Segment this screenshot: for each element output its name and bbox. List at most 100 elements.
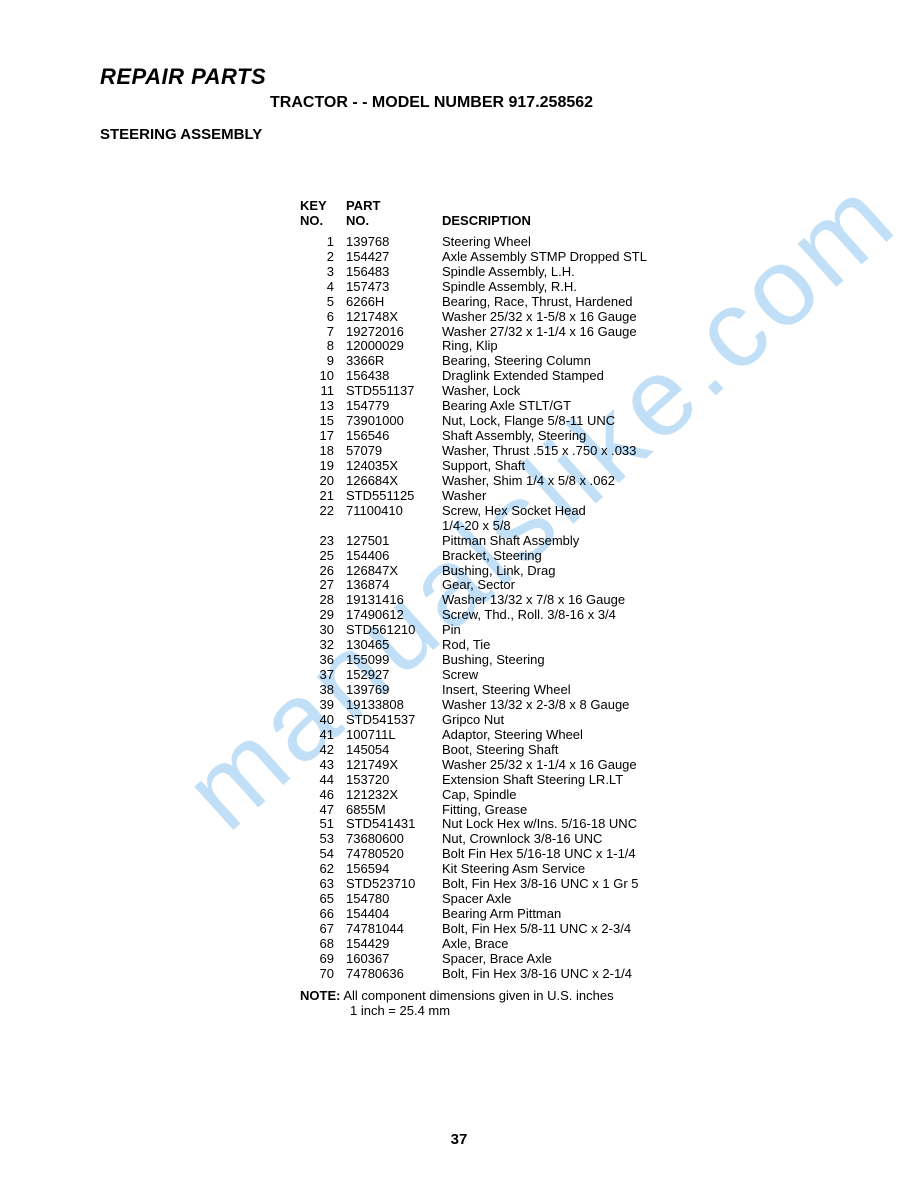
cell-part: STD561210	[346, 623, 442, 638]
cell-part: 152927	[346, 668, 442, 683]
cell-key: 9	[300, 354, 346, 369]
table-row: 37152927Screw	[300, 668, 780, 683]
cell-key: 67	[300, 922, 346, 937]
cell-desc: Bracket, Steering	[442, 549, 780, 564]
cell-desc: 1/4-20 x 5/8	[442, 519, 780, 534]
cell-key: 41	[300, 728, 346, 743]
table-row: 69160367Spacer, Brace Axle	[300, 952, 780, 967]
table-row: 62156594Kit Steering Asm Service	[300, 862, 780, 877]
table-row: 93366RBearing, Steering Column	[300, 354, 780, 369]
table-row: 44153720Extension Shaft Steering LR.LT	[300, 773, 780, 788]
cell-part: 6266H	[346, 295, 442, 310]
cell-key: 20	[300, 474, 346, 489]
table-row: 68154429Axle, Brace	[300, 937, 780, 952]
header-part-line2: NO.	[346, 213, 369, 228]
cell-key: 15	[300, 414, 346, 429]
header-desc-text: DESCRIPTION	[442, 214, 531, 229]
cell-desc: Adaptor, Steering Wheel	[442, 728, 780, 743]
table-body: 1139768Steering Wheel2154427Axle Assembl…	[300, 235, 780, 982]
cell-key: 5	[300, 295, 346, 310]
cell-key: 38	[300, 683, 346, 698]
cell-desc: Nut, Crownlock 3/8-16 UNC	[442, 832, 780, 847]
cell-key: 28	[300, 593, 346, 608]
cell-desc: Bushing, Link, Drag	[442, 564, 780, 579]
cell-part: 160367	[346, 952, 442, 967]
cell-key	[300, 519, 346, 534]
table-row: 66154404Bearing Arm Pittman	[300, 907, 780, 922]
table-row: 63STD523710Bolt, Fin Hex 3/8-16 UNC x 1 …	[300, 877, 780, 892]
cell-part: 157473	[346, 280, 442, 295]
table-row: 56266HBearing, Race, Thrust, Hardened	[300, 295, 780, 310]
cell-desc: Bolt, Fin Hex 3/8-16 UNC x 2-1/4	[442, 967, 780, 982]
cell-desc: Washer, Thrust .515 x .750 x .033	[442, 444, 780, 459]
cell-desc: Gear, Sector	[442, 578, 780, 593]
cell-key: 1	[300, 235, 346, 250]
cell-key: 3	[300, 265, 346, 280]
cell-part: 73901000	[346, 414, 442, 429]
table-row: 3156483Spindle Assembly, L.H.	[300, 265, 780, 280]
cell-desc: Extension Shaft Steering LR.LT	[442, 773, 780, 788]
cell-desc: Screw, Hex Socket Head	[442, 504, 780, 519]
cell-desc: Axle, Brace	[442, 937, 780, 952]
cell-key: 4	[300, 280, 346, 295]
cell-desc: Bolt Fin Hex 5/16-18 UNC x 1-1/4	[442, 847, 780, 862]
cell-desc: Washer, Lock	[442, 384, 780, 399]
cell-desc: Washer, Shim 1/4 x 5/8 x .062	[442, 474, 780, 489]
cell-key: 63	[300, 877, 346, 892]
cell-part: 126847X	[346, 564, 442, 579]
cell-part: 74780520	[346, 847, 442, 862]
table-row: 19124035XSupport, Shaft	[300, 459, 780, 474]
cell-desc: Bolt, Fin Hex 5/8-11 UNC x 2-3/4	[442, 922, 780, 937]
cell-desc: Washer 13/32 x 7/8 x 16 Gauge	[442, 593, 780, 608]
model-number: TRACTOR - - MODEL NUMBER 917.258562	[100, 94, 818, 112]
cell-part: 6855M	[346, 803, 442, 818]
cell-key: 10	[300, 369, 346, 384]
cell-part: 19133808	[346, 698, 442, 713]
cell-key: 47	[300, 803, 346, 818]
page-title: REPAIR PARTS	[100, 64, 818, 90]
table-row: 27136874Gear, Sector	[300, 578, 780, 593]
header-part: PART NO.	[346, 199, 442, 229]
cell-key: 42	[300, 743, 346, 758]
cell-key: 46	[300, 788, 346, 803]
cell-key: 19	[300, 459, 346, 474]
table-row: 30STD561210Pin	[300, 623, 780, 638]
cell-part: 156483	[346, 265, 442, 280]
table-row: 65154780Spacer Axle	[300, 892, 780, 907]
cell-desc: Gripco Nut	[442, 713, 780, 728]
cell-desc: Washer	[442, 489, 780, 504]
table-header: KEY NO. PART NO. DESCRIPTION	[300, 199, 780, 229]
cell-desc: Washer 13/32 x 2-3/8 x 8 Gauge	[442, 698, 780, 713]
cell-key: 51	[300, 817, 346, 832]
cell-key: 68	[300, 937, 346, 952]
table-row: 38139769Insert, Steering Wheel	[300, 683, 780, 698]
cell-key: 6	[300, 310, 346, 325]
note-line2: 1 inch = 25.4 mm	[300, 1003, 450, 1018]
table-row: 812000029Ring, Klip	[300, 339, 780, 354]
table-row: 21STD551125Washer	[300, 489, 780, 504]
note: NOTE: All component dimensions given in …	[300, 988, 780, 1019]
cell-desc: Washer 25/32 x 1-5/8 x 16 Gauge	[442, 310, 780, 325]
cell-part: STD541431	[346, 817, 442, 832]
table-row: 11STD551137Washer, Lock	[300, 384, 780, 399]
table-row: 41100711LAdaptor, Steering Wheel	[300, 728, 780, 743]
cell-key: 66	[300, 907, 346, 922]
cell-desc: Washer 25/32 x 1-1/4 x 16 Gauge	[442, 758, 780, 773]
cell-key: 7	[300, 325, 346, 340]
header-key: KEY NO.	[300, 199, 346, 229]
cell-part: 139769	[346, 683, 442, 698]
cell-part: 154404	[346, 907, 442, 922]
cell-key: 53	[300, 832, 346, 847]
table-row: 10156438Draglink Extended Stamped	[300, 369, 780, 384]
table-row: 5474780520Bolt Fin Hex 5/16-18 UNC x 1-1…	[300, 847, 780, 862]
note-label: NOTE:	[300, 988, 340, 1003]
cell-part: 57079	[346, 444, 442, 459]
note-line1: All component dimensions given in U.S. i…	[343, 988, 613, 1003]
cell-key: 36	[300, 653, 346, 668]
table-row: 40STD541537Gripco Nut	[300, 713, 780, 728]
table-row: 1857079Washer, Thrust .515 x .750 x .033	[300, 444, 780, 459]
header-part-line1: PART	[346, 198, 380, 213]
cell-desc: Screw, Thd., Roll. 3/8-16 x 3/4	[442, 608, 780, 623]
page-number: 37	[0, 1131, 918, 1148]
cell-key: 23	[300, 534, 346, 549]
